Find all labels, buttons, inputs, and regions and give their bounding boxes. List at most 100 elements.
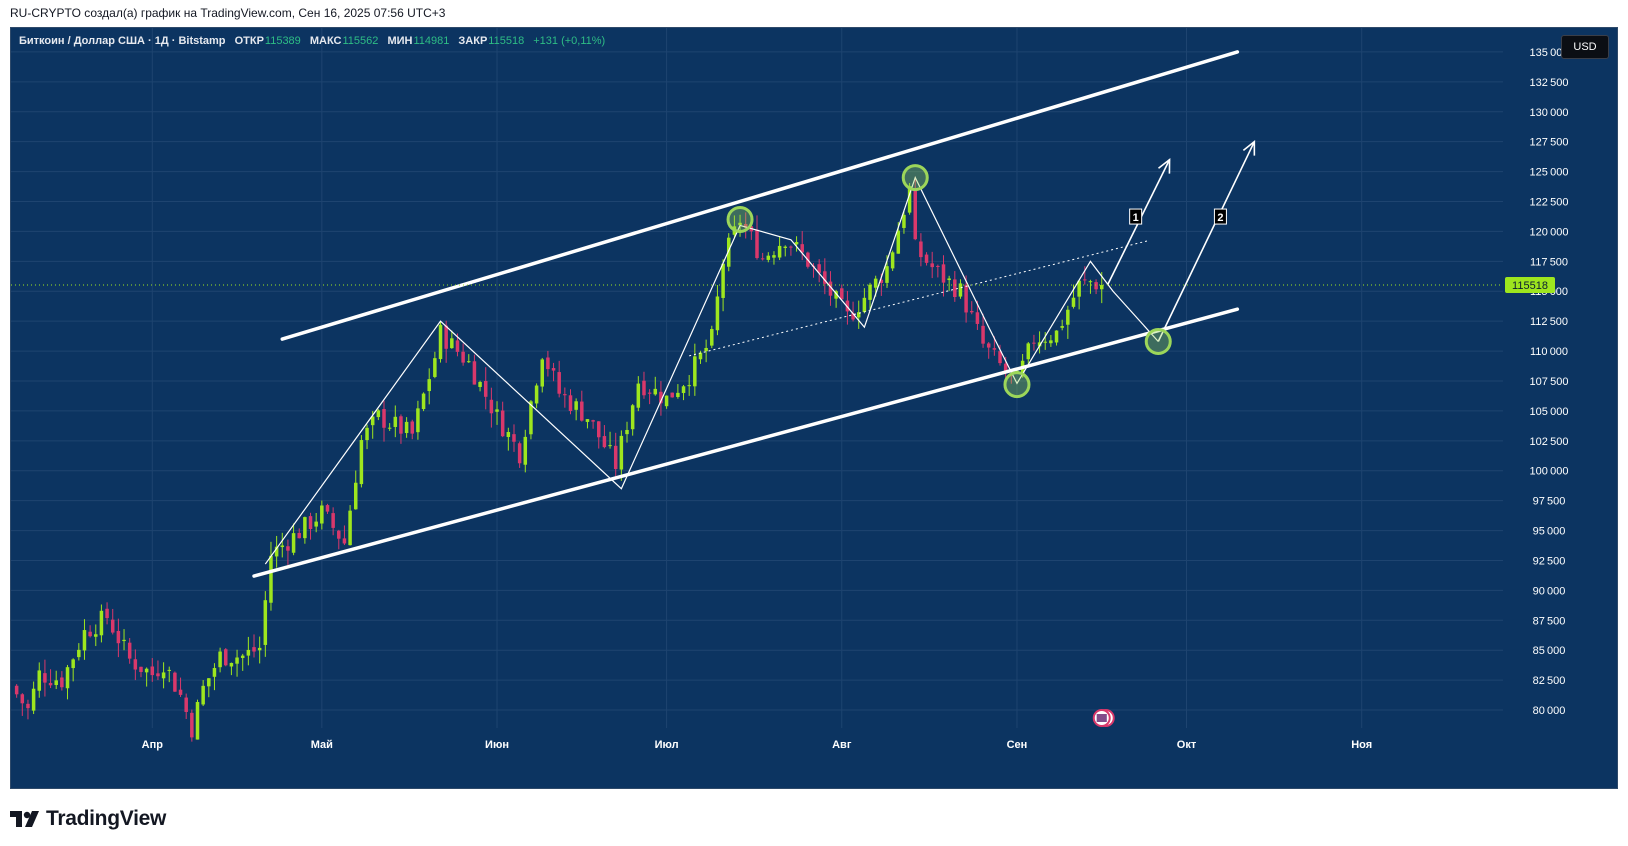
highlight-circle [1003, 371, 1031, 399]
candle [461, 351, 465, 363]
y-axis-label: 82 500 [1533, 675, 1566, 687]
x-axis-label: Ноя [1351, 739, 1372, 751]
candle [495, 409, 499, 412]
open-label: ОТКР [234, 35, 264, 47]
x-axis-label: Июн [485, 739, 509, 751]
candle [365, 427, 369, 441]
candle [715, 296, 720, 331]
candle [879, 279, 884, 283]
candle [981, 325, 985, 344]
candle [834, 291, 838, 299]
candle [1066, 309, 1070, 325]
close-value: 115518 [488, 35, 525, 47]
candle [88, 631, 92, 637]
candle [534, 385, 539, 404]
candle [404, 421, 409, 434]
candle [613, 445, 618, 470]
candle [139, 666, 143, 672]
candle [1037, 342, 1042, 347]
event-flag-field [1096, 714, 1107, 722]
candle [608, 445, 612, 447]
candle [851, 313, 855, 320]
candle [953, 279, 957, 297]
candle [721, 263, 725, 298]
candle [291, 533, 296, 553]
candle [105, 608, 109, 619]
candle [207, 678, 211, 687]
candle [828, 281, 833, 296]
currency-button[interactable]: USD [1561, 35, 1609, 59]
candle [845, 300, 850, 312]
candle [178, 689, 183, 695]
candle [823, 271, 827, 284]
candle [924, 254, 929, 263]
x-axis-label: Авг [832, 739, 852, 751]
candle [31, 688, 36, 711]
candle [376, 410, 381, 418]
candle [133, 659, 138, 670]
wave-path [264, 176, 1159, 565]
high-value: 115562 [342, 35, 379, 47]
candle [450, 338, 454, 349]
candle [1054, 330, 1059, 343]
scenario-2-arrow-head [1242, 140, 1256, 156]
candle [936, 265, 940, 267]
candle [48, 682, 53, 686]
candle [252, 647, 256, 652]
y-axis-label: 80 000 [1533, 705, 1566, 717]
chart-frame[interactable]: 1 2 80 000 82 500 85 000 87 500 90 000 92 500 95… [10, 27, 1618, 789]
candle [382, 409, 386, 428]
candle [14, 685, 19, 695]
candle [235, 657, 239, 664]
candle [1071, 297, 1076, 307]
candle [280, 545, 285, 548]
candle [919, 241, 923, 258]
candle [257, 647, 262, 651]
candle [896, 230, 901, 254]
candle [20, 694, 25, 704]
candle [427, 379, 431, 392]
scenario-label-box [1213, 208, 1227, 225]
candle [676, 392, 680, 397]
candle [263, 600, 268, 645]
candle [885, 266, 889, 283]
y-axis-label: 85 000 [1533, 645, 1566, 657]
candle [546, 357, 550, 370]
candle [218, 651, 222, 668]
candle [455, 340, 460, 352]
candle [902, 214, 906, 228]
candle [659, 391, 663, 404]
candle [653, 388, 658, 395]
candle [557, 372, 561, 394]
candle [359, 440, 364, 485]
price-chart[interactable]: 1 2 80 000 82 500 85 000 87 500 90 000 92 500 95… [11, 28, 1618, 789]
candle [540, 359, 544, 387]
candle [597, 421, 601, 438]
symbol-title: Биткоин / Доллар США · 1Д · Bitstamp [19, 35, 226, 47]
candle [783, 246, 788, 248]
candle [297, 532, 301, 539]
candle [738, 222, 742, 226]
candle [743, 224, 748, 228]
y-axis-label: 132 500 [1530, 77, 1569, 89]
candle [43, 673, 47, 683]
y-axis-label: 87 500 [1533, 615, 1566, 627]
candle [670, 392, 674, 398]
close-label: ЗАКР [458, 35, 488, 47]
candle [144, 668, 149, 673]
candle [687, 385, 691, 387]
y-axis-label: 105 000 [1530, 406, 1569, 418]
candle [325, 505, 330, 512]
candle [890, 252, 895, 269]
scenario-label-box [1129, 208, 1143, 225]
candle [99, 610, 104, 636]
candle [110, 619, 115, 633]
candle [173, 672, 177, 692]
candle [37, 670, 42, 691]
y-axis-label: 127 500 [1530, 137, 1569, 149]
candle [625, 429, 629, 435]
candle [122, 639, 126, 642]
candle [483, 380, 488, 397]
tradingview-logo[interactable]: TradingView [10, 805, 166, 833]
x-axis-label: Сен [1007, 739, 1028, 751]
